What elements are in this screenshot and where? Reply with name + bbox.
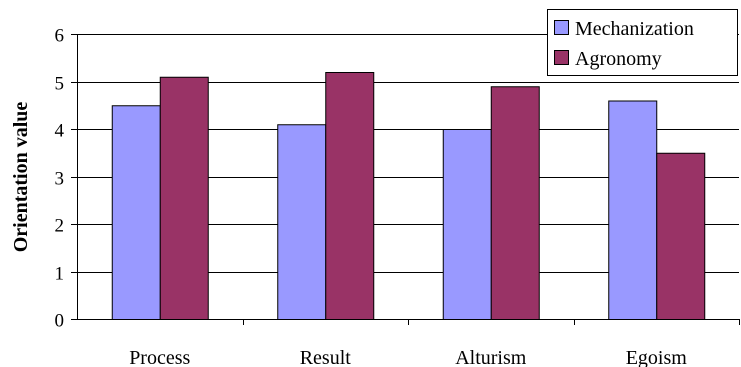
legend-swatch [554,20,569,35]
bar-agronomy-process [159,76,209,320]
y-tick-labels: 0 1 2 3 4 5 6 [55,26,65,332]
legend-box [547,9,738,76]
y-tick-label: 4 [55,121,65,142]
y-tick-label: 6 [55,26,65,47]
bar-mechanization-alturism [442,129,492,320]
legend-label: Mechanization [575,18,694,40]
category-label: Process [129,347,190,367]
y-tick-label: 5 [55,74,65,95]
category-label: Alturism [455,347,527,367]
y-tick-label: 0 [55,311,65,332]
y-axis-title: Orientation value [10,102,32,253]
category-label: Egoism [626,347,688,367]
y-tick-label: 2 [55,216,65,237]
bar-agronomy-egoism [656,152,706,320]
bar-agronomy-result [325,72,375,320]
bars [111,72,706,320]
y-tick-label: 1 [55,264,65,285]
bar-mechanization-process [111,105,161,320]
legend-label: Agronomy [575,48,662,70]
bar-agronomy-alturism [490,86,540,320]
category-label: Result [300,347,352,367]
category-labels: Process Result Alturism Egoism [129,347,687,367]
legend: Mechanization Agronomy [547,9,738,76]
axes [71,34,740,325]
y-tick-label: 3 [55,169,65,190]
bar-mechanization-egoism [608,100,658,320]
legend-swatch [554,50,569,65]
bar-mechanization-result [277,124,327,320]
